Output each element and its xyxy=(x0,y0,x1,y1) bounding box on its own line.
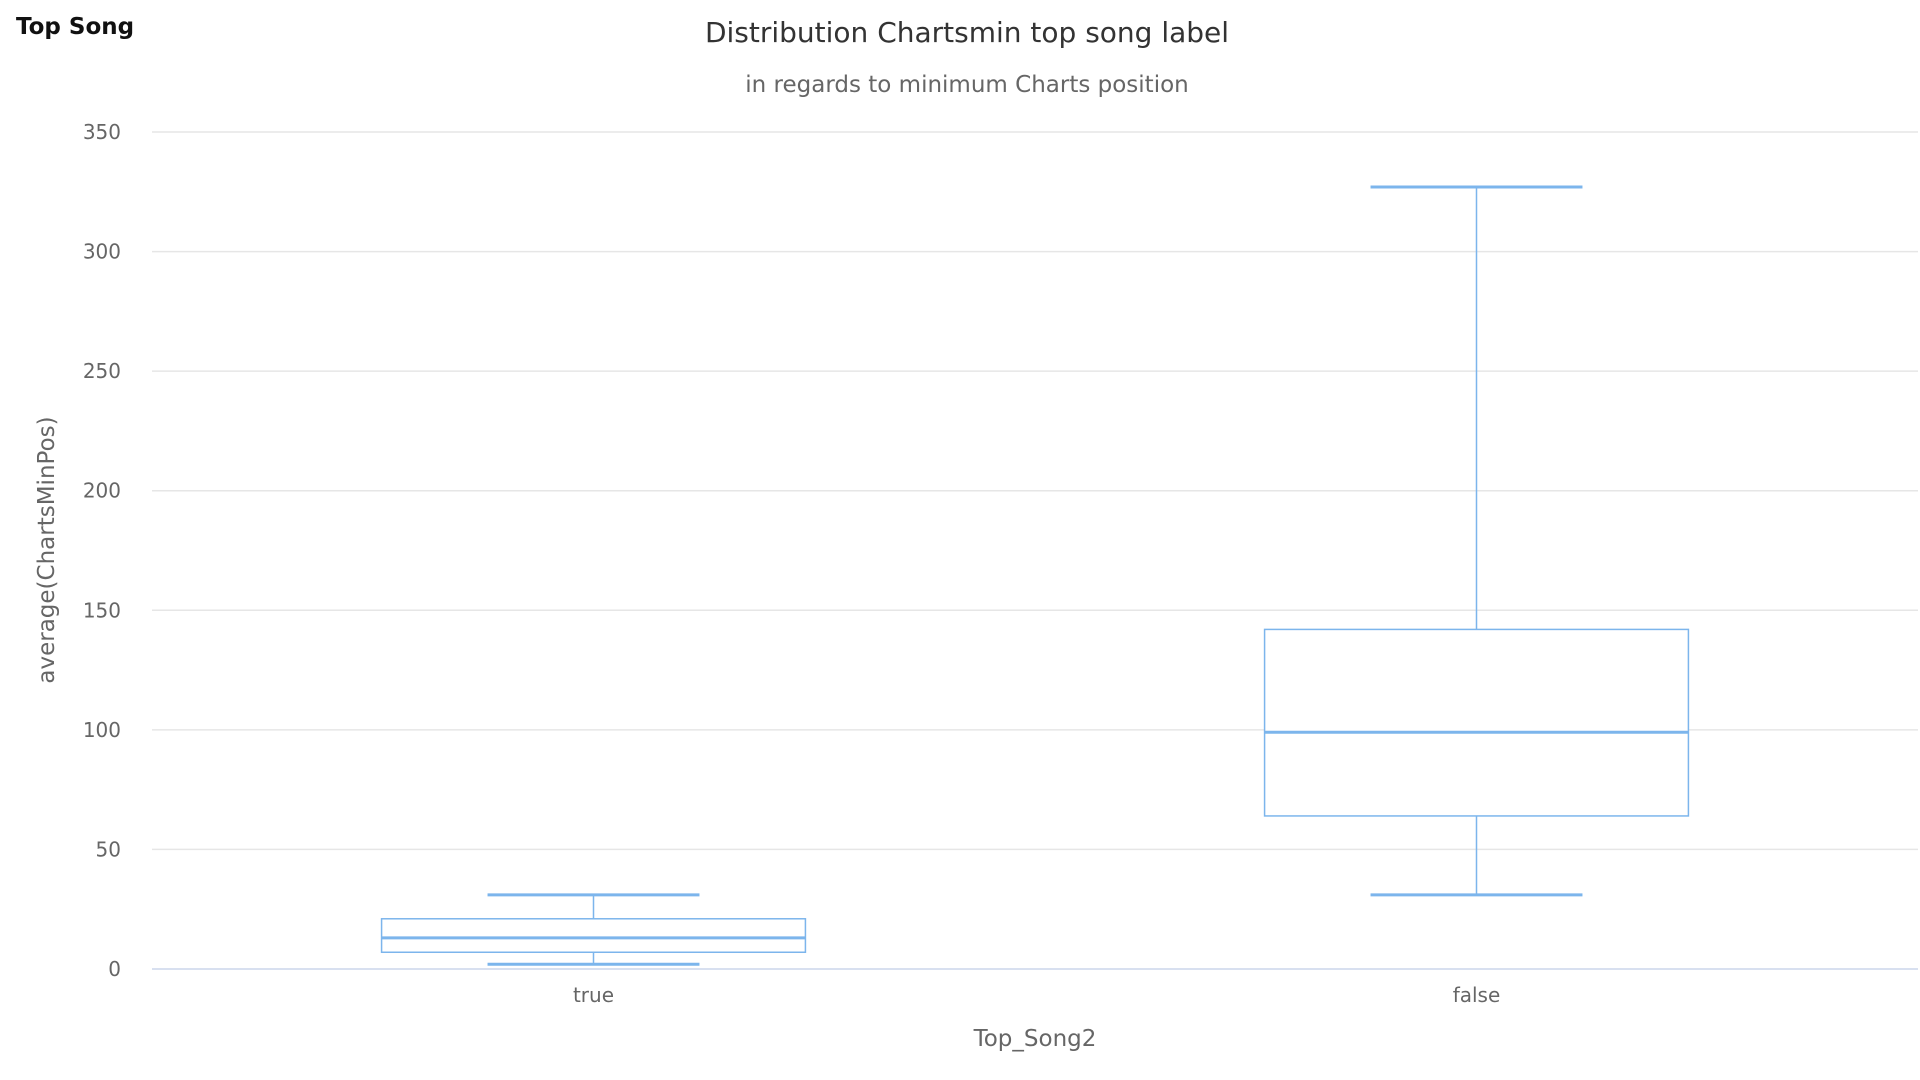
y-tick-label: 100 xyxy=(83,718,121,742)
y-tick-label: 350 xyxy=(83,120,121,144)
y-axis-ticks: 0 50 100 150 200 250 300 350 xyxy=(83,120,121,981)
x-tick-label: true xyxy=(573,983,614,1007)
y-tick-label: 300 xyxy=(83,240,121,264)
y-tick-label: 150 xyxy=(83,598,121,622)
chart-subtitle: in regards to minimum Charts position xyxy=(745,72,1188,98)
y-tick-label: 250 xyxy=(83,359,121,383)
chart-title: Distribution Chartsmin top song label xyxy=(705,16,1229,49)
box-false xyxy=(1263,185,1690,897)
x-axis-ticks: true false xyxy=(573,983,1500,1007)
iqr-box xyxy=(1263,628,1690,817)
y-tick-label: 200 xyxy=(83,479,121,503)
y-tick-label: 50 xyxy=(96,837,121,861)
box-layer xyxy=(380,185,1690,966)
y-axis-title: average(ChartsMinPos) xyxy=(34,416,60,683)
box-true xyxy=(380,893,807,966)
grid-layer xyxy=(152,131,1918,851)
x-axis-title: Top_Song2 xyxy=(973,1026,1097,1052)
iqr-box xyxy=(380,918,807,954)
panel-title: Top Song xyxy=(16,14,135,40)
y-tick-label: 0 xyxy=(108,957,121,981)
x-tick-label: false xyxy=(1453,983,1501,1007)
